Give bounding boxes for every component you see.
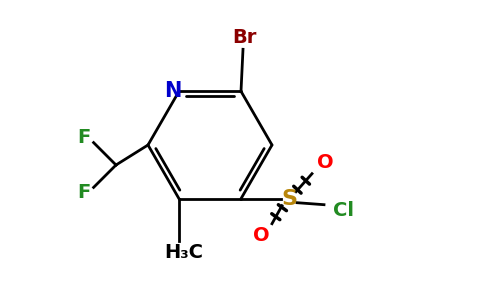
- Text: F: F: [77, 183, 90, 202]
- Text: N: N: [164, 81, 182, 101]
- Text: Cl: Cl: [333, 201, 353, 220]
- Text: H₃C: H₃C: [165, 243, 203, 262]
- Text: O: O: [317, 153, 333, 172]
- Text: S: S: [281, 189, 297, 209]
- Text: Br: Br: [232, 28, 256, 47]
- Text: F: F: [77, 128, 90, 147]
- Text: O: O: [253, 226, 269, 245]
